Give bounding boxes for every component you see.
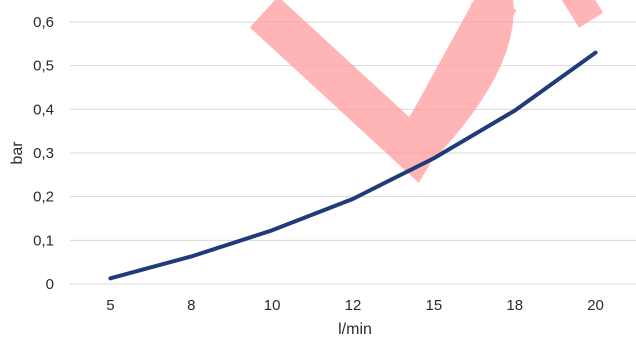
- gridlines: [70, 21, 636, 285]
- y-tick-label: 0,1: [33, 232, 54, 249]
- x-tick-label: 15: [426, 297, 443, 314]
- watermark: [249, 0, 604, 183]
- watermark-shape: [249, 0, 604, 183]
- x-tick-label: 12: [345, 297, 362, 314]
- x-tick-label: 20: [587, 297, 604, 314]
- y-tick-label: 0,5: [33, 58, 54, 75]
- y-tick-label: 0,4: [33, 101, 54, 118]
- x-axis-title: l/min: [338, 321, 372, 338]
- series-layer: [108, 50, 598, 281]
- x-tick-label: 5: [106, 297, 114, 314]
- y-tick-label: 0,2: [33, 189, 54, 206]
- x-tick-label: 8: [187, 297, 195, 314]
- y-tick-label: 0,3: [33, 145, 54, 162]
- x-tick-labels: 5 8 10 12 15 18 20: [106, 297, 604, 314]
- x-tick-label: 10: [264, 297, 281, 314]
- y-tick-label: 0,6: [33, 14, 54, 31]
- y-tick-label: 0: [46, 276, 54, 293]
- x-tick-label: 18: [506, 297, 523, 314]
- series-line: [108, 50, 598, 281]
- y-tick-labels: 0 0,1 0,2 0,3 0,4 0,5 0,6: [33, 14, 54, 293]
- y-axis-title: bar: [9, 141, 26, 165]
